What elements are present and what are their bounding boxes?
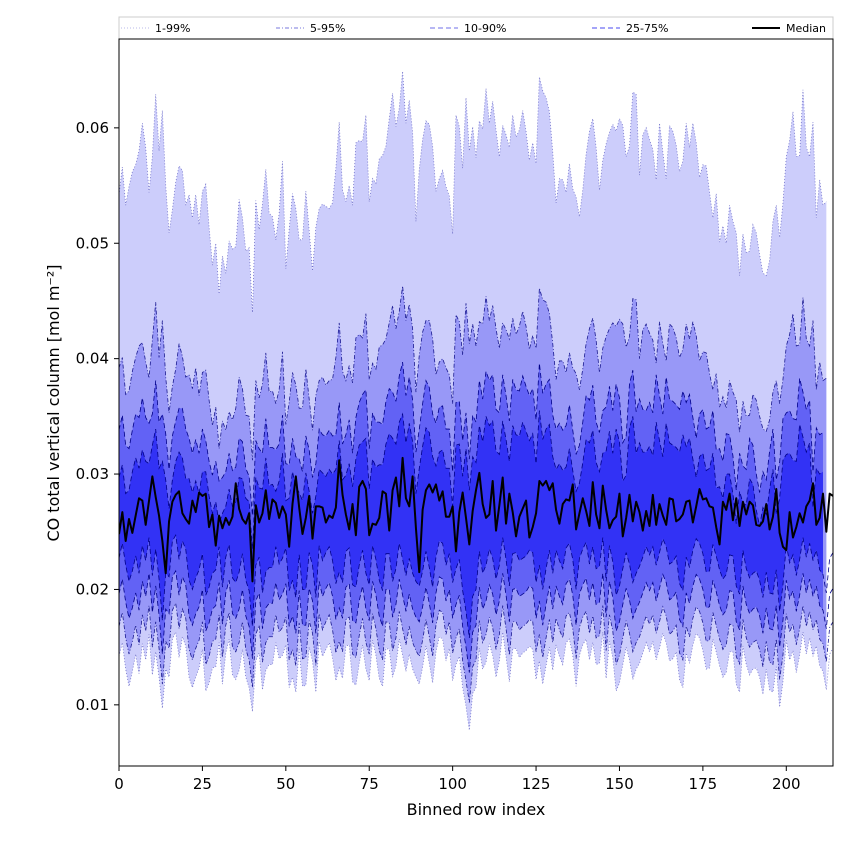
y-tick-label: 0.03 [76, 465, 109, 483]
x-tick-label: 50 [276, 775, 295, 793]
x-tick-label: 125 [522, 775, 551, 793]
x-tick-label: 150 [605, 775, 634, 793]
x-tick-label: 75 [360, 775, 379, 793]
x-tick-label: 200 [772, 775, 801, 793]
plot-frame [118, 38, 834, 767]
band-5-95%-upper-line [119, 285, 827, 461]
band-25-75%-lower-line [119, 534, 833, 638]
legend-label: 25-75% [626, 22, 668, 35]
y-tick-label: 0.02 [76, 580, 109, 598]
band-1-99%-upper-line [119, 71, 827, 313]
x-tick-label: 175 [689, 775, 718, 793]
x-tick-label: 0 [114, 775, 124, 793]
median-line [119, 456, 833, 583]
legend-label: 5-95% [310, 22, 345, 35]
band-10-90%-lower-line [119, 569, 833, 673]
band-5-95%-lower-line [119, 601, 833, 703]
legend: 1-99% 5-95% 10-90% 25-75% Median [118, 16, 834, 40]
band-1-99%-lower-line [119, 630, 833, 731]
legend-label: Median [786, 22, 826, 35]
y-tick-label: 0.05 [76, 234, 109, 252]
y-tick-label: 0.04 [76, 350, 109, 368]
x-axis-title: Binned row index [407, 800, 546, 819]
y-axis-title: CO total vertical column [mol m⁻²] [44, 264, 63, 541]
axes: 0 25 50 75 100 125 150 175 200 0.01 0.02 0.03 0.04 0.… [76, 38, 834, 793]
legend-label: 1-99% [155, 22, 190, 35]
legend-label: 10-90% [464, 22, 506, 35]
x-tick-label: 25 [193, 775, 212, 793]
y-tick-label: 0.06 [76, 119, 109, 137]
x-tick-label: 100 [438, 775, 467, 793]
band-25-75%-upper-line [119, 410, 824, 550]
plot-area [119, 71, 833, 731]
y-tick-label: 0.01 [76, 696, 109, 714]
